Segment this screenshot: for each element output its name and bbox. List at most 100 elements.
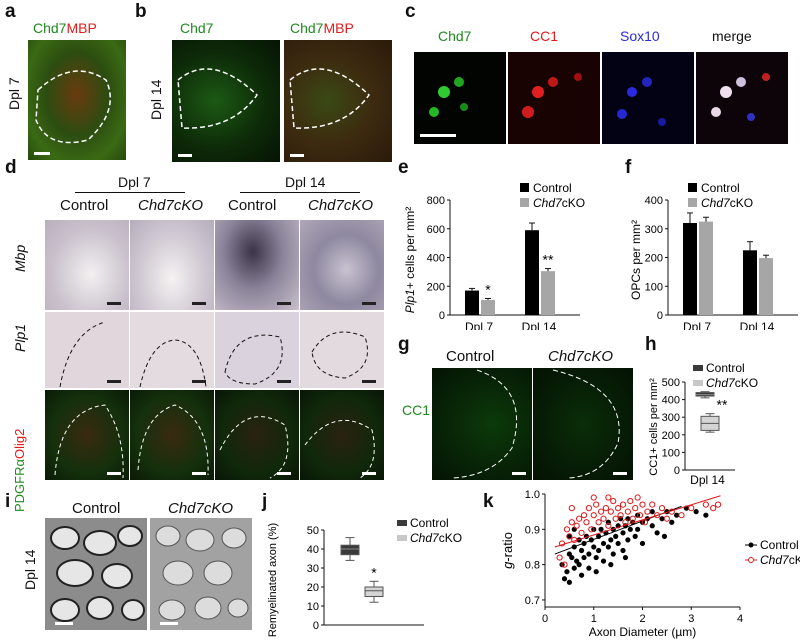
d-group2-label: Dpl 14 — [285, 174, 326, 190]
k-point-cko-39 — [663, 515, 670, 522]
k-point-control-22 — [596, 547, 602, 554]
h-legend-swatch-1 — [693, 380, 703, 386]
g-micrograph-cko — [533, 368, 633, 480]
e-bar-Control-1 — [525, 230, 539, 315]
k-point-control-5 — [569, 554, 575, 561]
k-point-control-52 — [659, 516, 665, 522]
k-point-control-18 — [591, 544, 597, 550]
k-point-cko-9 — [580, 512, 588, 519]
k-point-cko-41 — [678, 512, 685, 519]
k-point-cko-44 — [710, 505, 717, 512]
a-stain-red: MBP — [66, 20, 97, 36]
d-col-cko-2: Chd7cKO — [308, 197, 374, 214]
k-point-cko-32 — [636, 512, 644, 519]
d-plp1-cko-dpl14 — [300, 312, 384, 388]
k-point-cko-38 — [658, 505, 666, 512]
k-point-control-24 — [600, 540, 607, 547]
k-point-cko-31 — [634, 494, 641, 501]
k-point-cko-24 — [617, 512, 624, 519]
h-legend-label-1: Chd7cKO — [706, 376, 758, 390]
d-group2-line — [240, 192, 360, 193]
e-legend-label-1: Chd7cKO — [533, 196, 585, 210]
e-y-tick-label: 800 — [427, 195, 445, 207]
d-pdgfr-control-dpl7 — [45, 390, 129, 480]
g-row-label: CC1 — [402, 402, 431, 418]
e-y-tick-label: 600 — [427, 224, 445, 236]
k-point-control-55 — [674, 512, 680, 518]
a-lesion-outline — [35, 70, 111, 144]
k-y-label: g-ratio — [500, 532, 515, 569]
k-point-cko-13 — [590, 512, 597, 519]
e-legend-swatch-1 — [520, 198, 529, 207]
k-point-cko-45 — [714, 501, 722, 508]
k-point-cko-3 — [566, 533, 573, 540]
j-legend-swatch-1 — [397, 535, 407, 541]
f-y-tick-label: 400 — [645, 195, 663, 207]
d-group1-line — [75, 192, 185, 193]
b-left-lesion-outline — [177, 68, 258, 129]
d-row-plp1: Plp1 — [12, 323, 28, 352]
a-stain-title: Chd7MBP — [33, 20, 97, 36]
e-bar-Chd7cKO-1 — [541, 271, 555, 315]
chart-j: 0 10 20 30 40 50 Remyelinated axon (%) ControlC… — [267, 516, 462, 637]
k-point-control-13 — [581, 554, 587, 561]
f-legend-label-1: Chd7cKO — [701, 196, 753, 210]
j-box-0 — [340, 544, 360, 556]
b-micrograph-merge — [284, 40, 392, 162]
k-legend-label-0: Control — [760, 538, 799, 552]
c-micrograph-cc1 — [508, 52, 600, 144]
a-stain-green: Chd7 — [33, 20, 67, 36]
d-col-control-2: Control — [228, 197, 277, 214]
k-point-control-58 — [703, 512, 709, 518]
e-bar-Chd7cKO-0 — [481, 299, 495, 315]
k-point-cko-46 — [561, 561, 568, 568]
k-point-control-64 — [622, 554, 629, 561]
j-legend-label-0: Control — [410, 516, 449, 530]
d-mbp-control-dpl14 — [215, 220, 299, 310]
k-point-control-32 — [613, 533, 619, 539]
chart-e: 0 200 400 600 800 Plp1+ cells per mm² Dpl 7 * Dp… — [403, 181, 585, 330]
k-point-control-49 — [649, 523, 655, 529]
a-row-label: Dpl 7 — [6, 77, 22, 110]
k-point-control-50 — [649, 509, 655, 515]
k-x-tick-label: 4 — [737, 613, 743, 625]
e-legend-label-0: Control — [533, 181, 572, 195]
c-micrograph-sox10 — [602, 52, 694, 144]
d-mbp-cko-dpl7 — [130, 220, 214, 310]
f-x-tick-label: Dpl 14 — [740, 320, 775, 330]
h-y-tick-label: 400 — [662, 395, 680, 407]
k-point-cko-20 — [607, 508, 614, 515]
b-right-title: Chd7MBP — [290, 20, 354, 36]
k-point-cko-19 — [605, 522, 612, 529]
k-x-label: Axon Diameter (µm) — [589, 625, 697, 639]
e-legend-swatch-0 — [520, 183, 529, 192]
h-y-tick-label: 0 — [674, 465, 680, 477]
e-x-tick-label: Dpl 14 — [522, 320, 557, 330]
d-group1-label: Dpl 7 — [118, 174, 151, 190]
k-point-cko-7 — [576, 515, 583, 522]
h-y-tick-label: 200 — [662, 430, 680, 442]
e-y-tick-label: 200 — [427, 281, 445, 293]
i-em-cko — [150, 518, 252, 630]
e-y-label: Plp1+ cells per mm² — [403, 207, 417, 313]
k-point-cko-6 — [573, 522, 580, 529]
panel-letter-g: g — [398, 334, 410, 355]
panel-letter-d: d — [5, 157, 17, 178]
k-point-cko-23 — [615, 505, 622, 512]
h-y-label: CC1+ cells per mm² — [648, 378, 660, 476]
k-point-cko-30 — [632, 505, 639, 512]
f-legend-swatch-0 — [688, 183, 697, 192]
k-point-control-51 — [654, 530, 660, 536]
h-y-tick-label: 500 — [662, 377, 680, 389]
d-plp1-control-dpl14 — [215, 312, 299, 388]
b-row-label: Dpl 14 — [148, 79, 164, 120]
c-micrograph-merge — [696, 52, 788, 144]
k-point-cko-16 — [597, 508, 605, 515]
k-trendline-1 — [554, 495, 721, 548]
f-y-tick-label: 0 — [657, 310, 663, 322]
j-y-tick-label: 0 — [313, 620, 319, 632]
k-point-control-29 — [608, 537, 614, 543]
k-point-cko-34 — [641, 519, 649, 526]
d-col-control-1: Control — [60, 197, 109, 214]
chart-k: 0 1 2 3 4 0.7 0.8 0.9 1.0 Axon Diameter (µm) g-rat… — [500, 489, 800, 639]
